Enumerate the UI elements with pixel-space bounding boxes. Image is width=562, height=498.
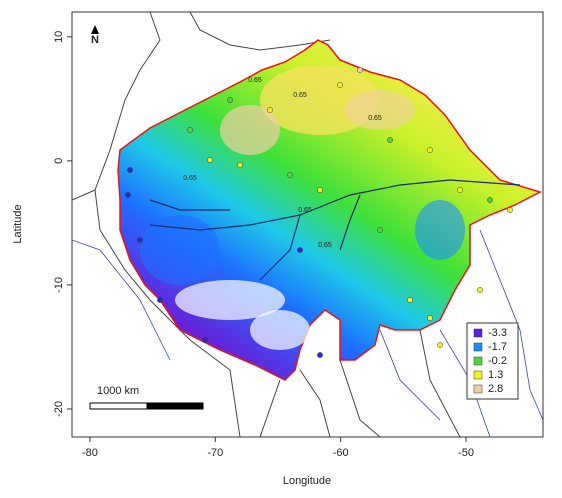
y-tick-label: -20	[53, 401, 65, 417]
x-tick-label: -50	[458, 447, 474, 459]
contour-label: 0.65	[248, 77, 262, 84]
legend-label: 2.8	[488, 383, 503, 395]
legend-swatch	[473, 328, 483, 338]
x-tick-label: -70	[207, 447, 223, 459]
legend-label: -3.3	[488, 327, 507, 339]
plot-frame	[71, 11, 544, 438]
country-borders	[72, 12, 461, 437]
legend-label: 1.3	[488, 369, 503, 381]
y-tick-label: 10	[53, 31, 65, 43]
x-axis-label: Longitude	[283, 475, 331, 487]
sample-points	[125, 67, 513, 358]
contour-label: 0.65	[293, 92, 307, 99]
y-tick-label: 0	[53, 158, 65, 164]
contour-label: 0.65	[368, 115, 382, 122]
drainage	[149, 179, 521, 281]
contour-label: 0.65	[298, 207, 312, 214]
contour-label: 0.65	[183, 175, 197, 182]
north-arrow: N	[91, 25, 99, 46]
legend-label: -1.7	[488, 341, 507, 353]
contour-label: 0.65	[318, 242, 332, 249]
north-label: N	[91, 34, 99, 46]
legend-swatch	[473, 370, 483, 380]
y-axis-label: Latitude	[12, 204, 24, 243]
legend-swatch	[473, 342, 483, 352]
x-tick-label: -60	[333, 447, 349, 459]
x-tick-label: -80	[82, 447, 98, 459]
rivers	[72, 229, 543, 437]
legend-swatch	[473, 356, 483, 366]
value-patches	[140, 65, 465, 350]
legend-label: -0.2	[488, 355, 507, 367]
scale-bar-label: 1000 km	[97, 385, 139, 397]
y-tick-label: -10	[53, 277, 65, 293]
scale-bar: 1000 km	[89, 385, 204, 410]
map-layers	[72, 12, 543, 437]
legend-swatch	[473, 384, 483, 394]
